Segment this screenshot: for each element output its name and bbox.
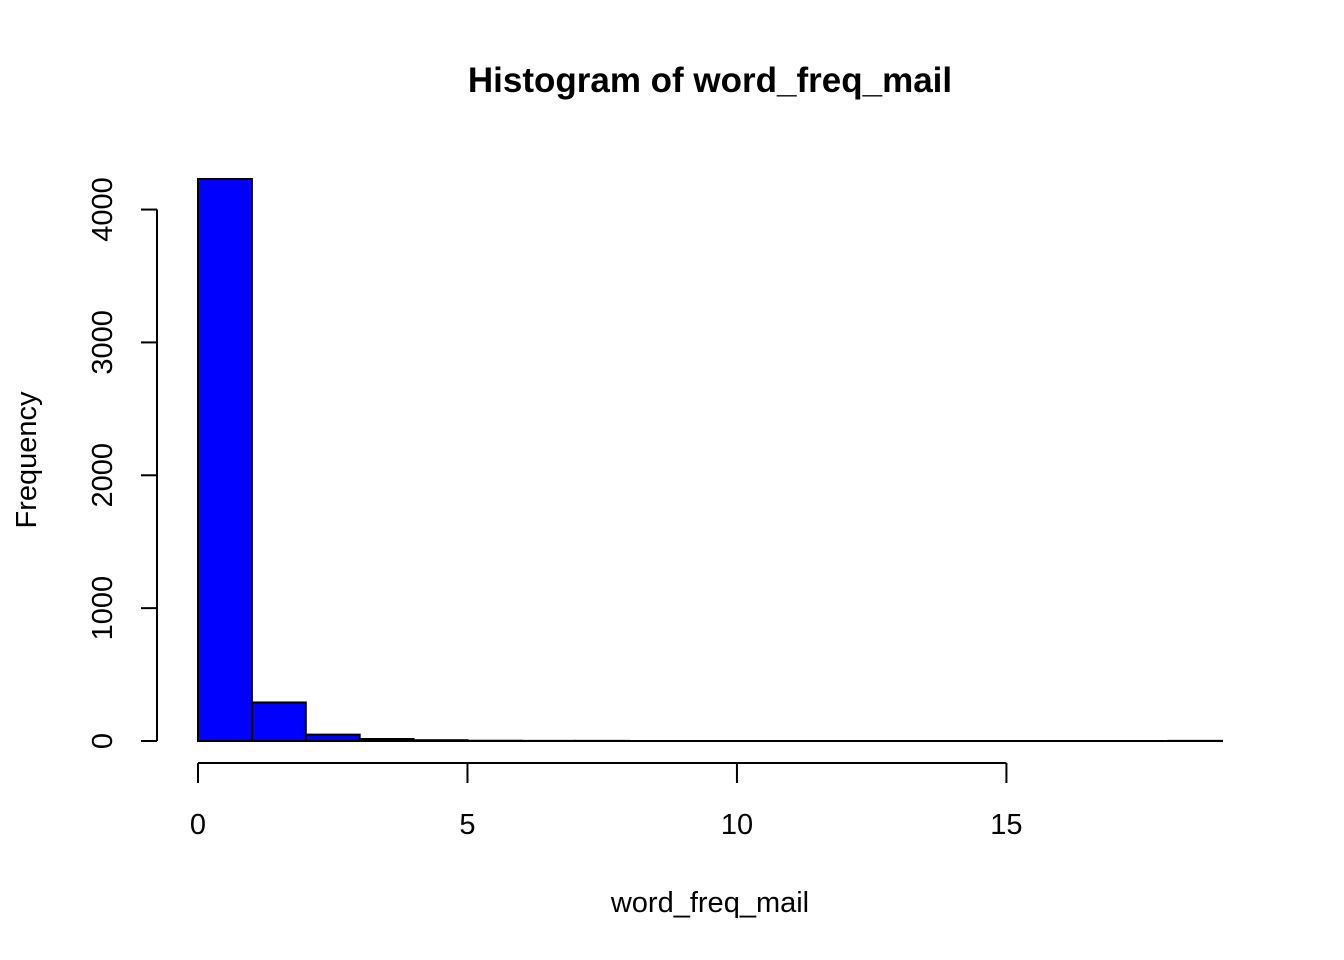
bars-group <box>197 178 1223 743</box>
histogram-bar <box>197 178 253 742</box>
y-axis-label: Frequency <box>11 391 43 529</box>
x-tick-label: 10 <box>721 809 753 841</box>
y-tick-label: 4000 <box>87 177 119 242</box>
y-tick-label: 1000 <box>87 576 119 641</box>
histogram-bar <box>250 701 307 743</box>
x-tick-label: 15 <box>990 809 1022 841</box>
x-axis-label: word_freq_mail <box>610 887 809 919</box>
x-tick-label: 0 <box>190 809 206 841</box>
y-tick-label: 0 <box>87 733 119 749</box>
y-axis: 0 1000 2000 3000 4000 <box>87 177 158 749</box>
y-tick-label: 2000 <box>87 443 119 508</box>
x-axis: 0 5 10 15 <box>190 762 1023 841</box>
x-tick-label: 5 <box>459 809 475 841</box>
y-tick-label: 3000 <box>87 310 119 375</box>
chart-title: Histogram of word_freq_mail <box>468 61 952 100</box>
